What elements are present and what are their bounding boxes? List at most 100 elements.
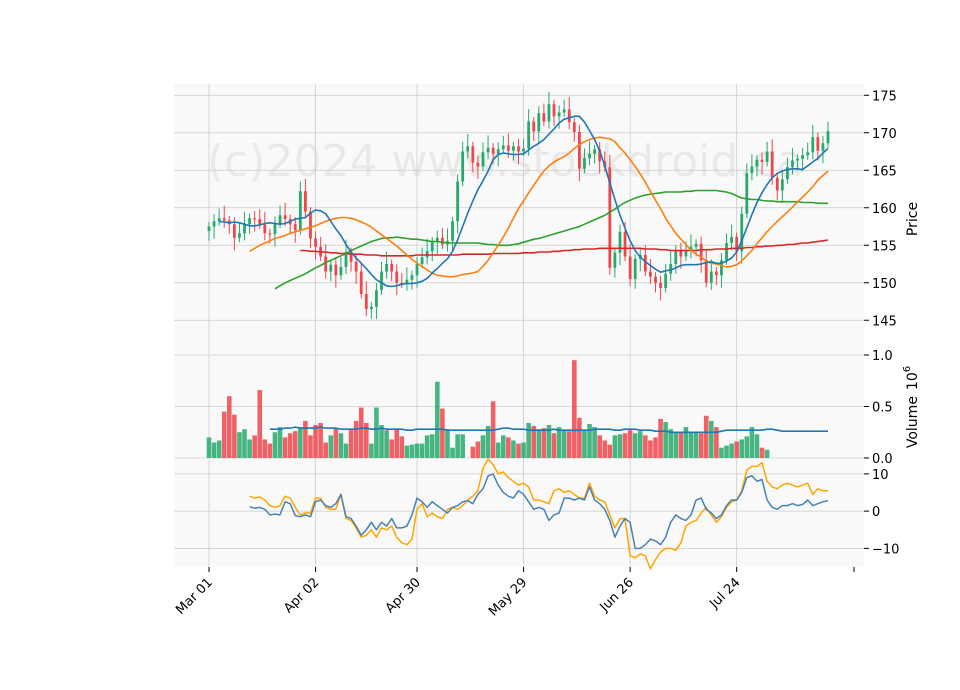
candle-up [329, 264, 333, 272]
volume-bar-down [358, 407, 364, 458]
candle-up [375, 290, 378, 307]
volume-bar-up [561, 430, 567, 458]
candle-down [532, 121, 536, 132]
volume-bar-down [531, 426, 537, 458]
volume-tick-label: 1.0 [872, 349, 893, 364]
candle-down [608, 167, 612, 268]
x-tick-label: Apr 30 [383, 575, 424, 616]
candle-up [780, 179, 784, 191]
volume-axis-label: Volume 106 [902, 366, 921, 448]
candle-down [283, 215, 287, 219]
volume-bar-down [292, 431, 298, 458]
candle-up [689, 246, 693, 252]
candle-down [628, 256, 632, 279]
volume-bar-down [318, 422, 323, 458]
candle-up [344, 252, 348, 267]
candle-up [811, 137, 815, 153]
candle-down [268, 233, 272, 235]
candle-up [618, 231, 622, 253]
watermark: (c)2024 www.stockdroid.ca [207, 136, 803, 187]
candle-up [694, 243, 698, 247]
price-y-ticks: 145 150 155 160 165 170 175 [864, 89, 897, 329]
volume-bar-down [399, 436, 405, 458]
volume-bar-down [759, 447, 765, 458]
oscillator-panel: −10 0 10 [174, 458, 899, 570]
oscillator-tick-label: −10 [872, 542, 899, 557]
volume-bar-up [536, 429, 542, 458]
candle-up [765, 151, 769, 162]
candle-up [298, 191, 302, 231]
candle-down [552, 104, 556, 117]
x-axis: Mar 01 Apr 02 Apr 30 May 29 Jun 26 Jul 24 [173, 567, 855, 619]
volume-bar-up [739, 439, 745, 458]
volume-bar-down [232, 414, 237, 458]
volume-bar-down [262, 439, 268, 458]
candle-down [577, 132, 581, 169]
volume-bar-up [719, 447, 724, 458]
volume-bar-down [602, 440, 608, 458]
volume-bar-up [526, 422, 531, 458]
volume-bar-down [566, 431, 572, 458]
candle-up [461, 151, 465, 182]
candle-up [466, 146, 470, 152]
volume-bar-up [724, 445, 729, 458]
candle-down [735, 237, 739, 252]
candle-up [339, 267, 343, 276]
volume-bar-down [308, 435, 313, 458]
candle-down [324, 256, 328, 272]
volume-bar-up [450, 447, 455, 458]
candle-up [633, 258, 637, 279]
volume-bar-down [227, 396, 232, 458]
price-tick-label: 145 [872, 314, 897, 329]
volume-bar-down [364, 422, 369, 458]
volume-bar-down [348, 430, 354, 458]
candle-up [801, 155, 805, 159]
candle-up [481, 152, 485, 167]
x-tick-label: Apr 02 [281, 575, 322, 616]
volume-bar-down [607, 444, 613, 458]
candle-down [517, 146, 520, 152]
candle-down [643, 255, 647, 272]
price-axis-label: Price [905, 202, 921, 236]
candle-down [263, 224, 267, 234]
volume-bar-up [429, 434, 435, 458]
volume-bar-up [216, 440, 222, 458]
candle-up [415, 264, 419, 276]
candle-up [248, 218, 251, 225]
candle-up [786, 167, 789, 180]
candle-up [486, 147, 490, 153]
volume-bar-down [653, 437, 658, 458]
volume-bar-up [369, 443, 374, 458]
volume-bar-down [313, 425, 318, 458]
candle-down [770, 151, 774, 178]
volume-bar-up [247, 439, 252, 458]
candlesticks [207, 91, 830, 320]
volume-axis-label-power: 6 [902, 366, 913, 372]
candle-down [572, 122, 576, 132]
candle-up [593, 149, 597, 154]
volume-bar-up [414, 443, 420, 458]
candle-down [258, 219, 262, 225]
ma-longest-line [300, 239, 829, 257]
candle-up [740, 213, 744, 252]
x-tick-label: Jun 26 [597, 575, 637, 615]
volume-bar-up [495, 442, 501, 458]
volume-bar-up [637, 431, 643, 458]
volume-bar-down [475, 441, 481, 458]
candle-down [334, 264, 338, 276]
volume-bar-up [419, 443, 425, 458]
price-tick-label: 175 [872, 89, 897, 104]
candle-down [506, 145, 510, 151]
volume-bar-down [703, 415, 709, 458]
volume-bar-up [242, 429, 247, 458]
candle-down [293, 224, 297, 231]
volume-bar-down [597, 435, 602, 458]
volume-bar-down [440, 408, 445, 458]
volume-bar-up [338, 433, 344, 458]
candle-down [222, 218, 226, 221]
candle-up [435, 237, 439, 242]
volume-bar-down [323, 442, 328, 458]
candle-up [212, 221, 216, 227]
candle-up [501, 145, 505, 150]
